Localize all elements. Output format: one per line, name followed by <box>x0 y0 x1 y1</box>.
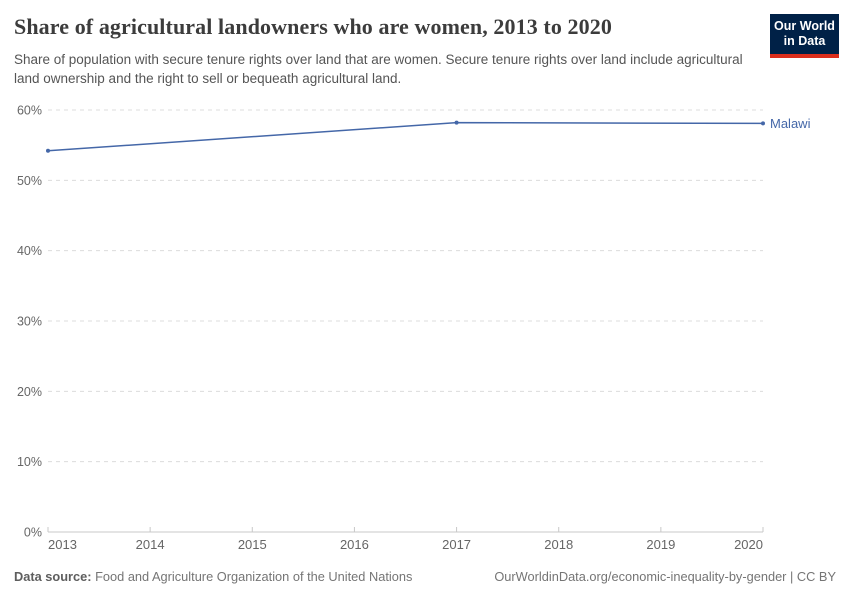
y-tick-label-30: 30% <box>17 315 42 329</box>
x-tick-label-2013: 2013 <box>48 537 77 552</box>
x-tick-label-2016: 2016 <box>340 537 369 552</box>
chart-footer: Data source: Food and Agriculture Organi… <box>14 569 836 584</box>
y-tick-label-50: 50% <box>17 174 42 188</box>
chart-title: Share of agricultural landowners who are… <box>14 14 612 39</box>
x-tick-label-2014: 2014 <box>136 537 165 552</box>
x-tick-label-2017: 2017 <box>442 537 471 552</box>
y-tick-label-0: 0% <box>24 526 42 540</box>
y-tick-label-20: 20% <box>17 385 42 399</box>
x-tick-label-2020: 2020 <box>734 537 763 552</box>
owid-logo-text-line1: Our World <box>774 19 835 33</box>
series-line-malawi <box>47 121 764 152</box>
data-source-note: Data source: Food and Agriculture Organi… <box>14 569 412 584</box>
data-point-malawi-2020 <box>761 121 765 126</box>
x-tick-label-2019: 2019 <box>646 537 675 552</box>
owid-logo: Our World in Data <box>770 14 839 58</box>
data-point-malawi-2013 <box>46 148 50 153</box>
x-tick-label-2015: 2015 <box>238 537 267 552</box>
data-source-label: Data source: <box>14 569 92 584</box>
owid-logo-text-line2: in Data <box>783 34 826 49</box>
y-tick-label-10: 10% <box>17 455 42 469</box>
x-tick-label-2018: 2018 <box>544 537 573 552</box>
attribution-note: OurWorldinData.org/economic-inequality-b… <box>494 569 836 584</box>
data-point-malawi-2017 <box>454 120 459 125</box>
y-tick-label-40: 40% <box>17 244 42 258</box>
data-source-value: Food and Agriculture Organization of the… <box>95 569 413 584</box>
y-tick-label-60: 60% <box>17 104 42 118</box>
series-label-malawi: Malawi <box>770 116 811 131</box>
chart-subtitle: Share of population with secure tenure r… <box>14 52 743 86</box>
